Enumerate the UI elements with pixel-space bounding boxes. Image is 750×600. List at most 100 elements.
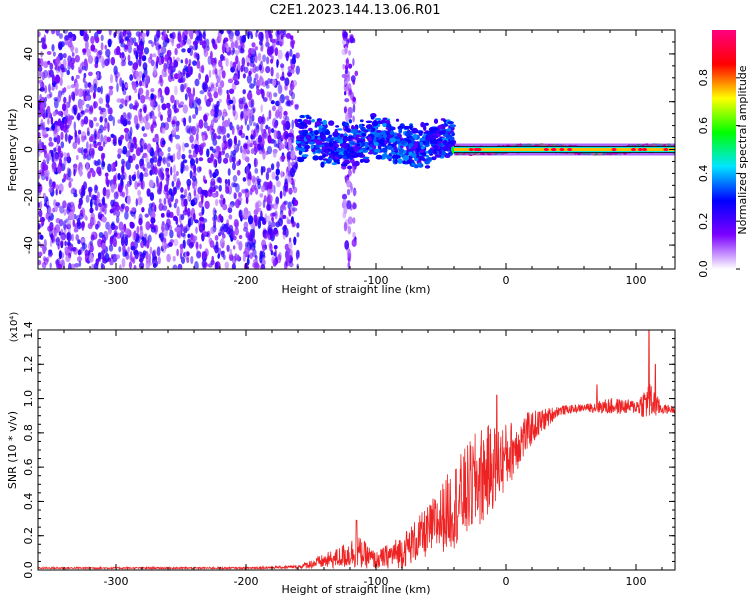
heatmap-cell <box>398 128 403 134</box>
heatmap-cell <box>273 184 276 195</box>
heatmap-cell <box>281 119 286 126</box>
heatmap-cell <box>424 160 431 165</box>
heatmap-cell <box>71 247 77 252</box>
heatmap-cell <box>270 250 274 256</box>
heatmap-cell <box>242 89 246 95</box>
heatmap-cell <box>229 35 234 42</box>
heatmap-cell <box>283 110 288 117</box>
heatmap-cell <box>291 40 295 50</box>
heatmap-cell <box>329 157 333 162</box>
heatmap-cell <box>67 40 73 48</box>
heatmap-cell <box>160 95 164 104</box>
heatmap-cell <box>38 251 43 257</box>
heatmap-cell <box>282 188 287 197</box>
heatmap-cell <box>450 136 455 142</box>
heatmap-cell <box>317 156 324 160</box>
heatmap-cell <box>227 78 234 84</box>
heatmap-cell <box>400 140 407 145</box>
heatmap-cell <box>240 111 244 119</box>
heatmap-cell <box>139 80 142 87</box>
heatmap-cell <box>347 106 353 116</box>
heatmap-cell <box>122 244 126 253</box>
heatmap-cell <box>394 159 398 164</box>
heatmap-cell <box>201 189 207 196</box>
heatmap-cell <box>144 213 149 218</box>
heatmap-cell <box>125 36 129 41</box>
heatmap-cell <box>339 139 344 145</box>
heatmap-cell <box>228 99 234 104</box>
heatmap-cell <box>203 231 208 236</box>
heatmap-cell <box>124 211 129 220</box>
heatmap-cell <box>95 122 100 127</box>
heatmap-cell <box>38 132 41 138</box>
heatmap-cell <box>70 57 76 65</box>
heatmap-cell <box>302 130 308 137</box>
heatmap-cell <box>247 31 250 40</box>
heatmap-cell <box>220 227 225 235</box>
heatmap-cell <box>150 210 156 220</box>
heatmap-cell <box>146 239 150 249</box>
heatmap-cell <box>98 232 104 239</box>
heatmap-cell <box>194 261 199 269</box>
heatmap-cell <box>167 107 172 118</box>
heatmap-cell <box>222 197 226 206</box>
heatmap-cell <box>211 131 215 142</box>
heatmap-cell <box>267 194 271 205</box>
heatmap-cell <box>106 136 112 143</box>
heatmap-cell <box>42 165 45 175</box>
heatmap-cell <box>63 87 67 93</box>
heatmap-cell <box>275 109 280 118</box>
heatmap-cell <box>83 58 88 68</box>
heatmap-cell <box>301 154 309 158</box>
heatmap-cell <box>198 72 202 80</box>
heatmap-cell <box>192 45 198 51</box>
heatmap-cell <box>245 156 250 163</box>
heatmap-cell <box>206 125 211 132</box>
heatmap-cell <box>95 223 99 230</box>
heatmap-cell <box>288 208 292 217</box>
heatmap-cell <box>182 239 186 249</box>
heatmap-cell <box>218 98 222 103</box>
heatmap-cell <box>126 112 132 121</box>
heatmap-cell <box>156 182 161 187</box>
heatmap-cell <box>236 239 240 245</box>
heatmap-cell <box>276 254 282 264</box>
heatmap-cell <box>297 158 305 163</box>
heatmap-cell <box>256 200 262 208</box>
x-tick-label: 0 <box>503 575 510 588</box>
heatmap-cell <box>352 37 356 44</box>
heatmap-cell <box>399 149 404 153</box>
heatmap-cell <box>141 126 145 132</box>
heatmap-cell <box>402 155 410 161</box>
heatmap-cell <box>317 118 322 122</box>
heatmap-cell <box>86 131 90 137</box>
heatmap-cell <box>193 235 198 241</box>
heatmap-cell <box>148 253 151 264</box>
heatmap-cell <box>253 129 256 140</box>
heatmap-cell <box>347 138 352 142</box>
heatmap-cell <box>220 250 225 255</box>
heatmap-cell <box>212 63 217 69</box>
heatmap-cell <box>280 170 284 178</box>
heatmap-cell <box>150 162 154 172</box>
heatmap-cell <box>136 44 140 51</box>
y-tick-label: 1.2 <box>22 356 35 374</box>
heatmap-cell <box>386 145 393 151</box>
heatmap-cell <box>46 152 52 161</box>
heatmap-cell <box>150 226 156 233</box>
heatmap-cell <box>425 134 429 139</box>
heatmap-cell <box>140 180 144 189</box>
snr-x-ticks: -300 -200 -100 0 100 <box>37 330 663 588</box>
heatmap-cell <box>117 119 121 124</box>
heatmap-cell <box>172 127 177 135</box>
heatmap-cell <box>152 263 157 268</box>
heatmap-cell <box>40 37 46 44</box>
heatmap-cell <box>104 44 107 50</box>
heatmap-cell <box>231 182 237 188</box>
heatmap-cell <box>237 139 241 147</box>
heatmap-cell <box>85 216 88 221</box>
heatmap-cell <box>88 71 93 77</box>
heatmap-cell <box>186 238 191 247</box>
heatmap-cell <box>348 50 352 56</box>
heatmap-cell <box>246 108 252 119</box>
